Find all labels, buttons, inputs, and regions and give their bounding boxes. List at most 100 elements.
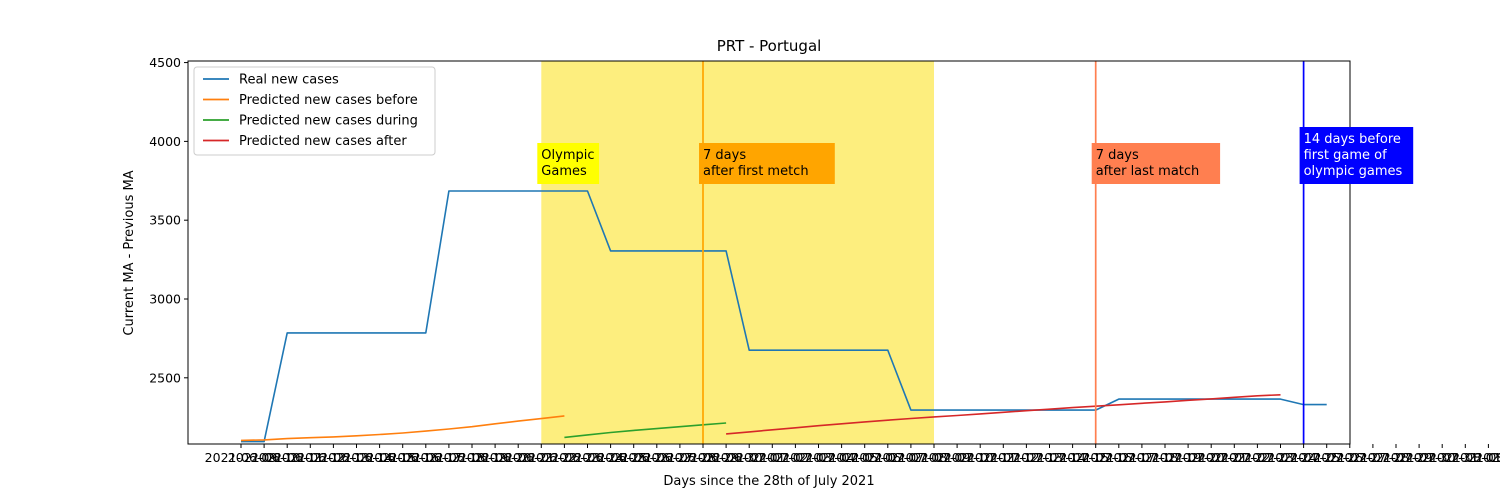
x-tick-label-19: 2021-06-28: [644, 450, 717, 465]
legend: Real new cases Predicted new cases before…: [193, 66, 436, 156]
x-axis: 2021-06-092021-06-102021-06-112021-06-12…: [205, 444, 1500, 465]
y-tick-label-4: 4500: [149, 55, 181, 70]
series-line-1: [240, 415, 565, 442]
x-tick-label-47: 2021-07-26: [1290, 450, 1363, 465]
x-tick-label-4: 2021-06-13: [297, 450, 370, 465]
event-lines: [702, 61, 1305, 444]
x-tick-label-54: 2021-08-02: [1452, 450, 1500, 465]
x-tick-label-21: 2021-06-30: [690, 450, 763, 465]
x-tick-label-56: 2021-08-04: [1498, 450, 1500, 465]
x-tick-label-53: 2021-08-01: [1429, 450, 1500, 465]
annotation-text-2-0: 7 days: [1096, 148, 1139, 163]
annotation-text-0-1: Games: [541, 164, 587, 179]
y-tick-label-2: 3500: [149, 213, 181, 228]
x-tick-label-5: 2021-06-14: [320, 450, 393, 465]
series-lines: [240, 190, 1327, 443]
y-tick-label-3: 4000: [149, 134, 181, 149]
chart-title: PRT - Portugal: [717, 37, 822, 55]
x-tick-label-31: 2021-07-10: [921, 450, 994, 465]
series-line-0: [241, 190, 1327, 443]
x-tick-label-43: 2021-07-22: [1198, 450, 1271, 465]
x-tick-label-9: 2021-06-18: [413, 450, 486, 465]
annotation-text-3-0: 14 days before: [1304, 132, 1401, 147]
x-tick-label-16: 2021-06-25: [574, 450, 647, 465]
annotation-text-2-1: after last match: [1096, 164, 1200, 179]
x-tick-label-7: 2021-06-16: [366, 450, 439, 465]
x-tick-label-13: 2021-06-22: [505, 450, 578, 465]
legend-label-3: Predicted new cases after: [239, 134, 407, 149]
x-tick-label-3: 2021-06-12: [274, 450, 347, 465]
x-tick-label-37: 2021-07-16: [1059, 450, 1132, 465]
annotation-text-3-2: olympic games: [1304, 164, 1403, 179]
x-tick-label-34: 2021-07-13: [990, 450, 1063, 465]
x-tick-label-11: 2021-06-20: [459, 450, 532, 465]
x-tick-label-20: 2021-06-29: [667, 450, 740, 465]
annotation-box-3: [1299, 127, 1414, 184]
x-tick-label-24: 2021-07-03: [759, 450, 832, 465]
x-tick-label-32: 2021-07-11: [944, 450, 1017, 465]
x-tick-label-44: 2021-07-23: [1221, 450, 1294, 465]
x-tick-label-0: 2021-06-09: [205, 450, 278, 465]
y-tick-label-1: 3000: [149, 291, 181, 306]
annotation-text-3-1: first game of: [1304, 148, 1388, 163]
x-tick-label-26: 2021-07-05: [805, 450, 878, 465]
legend-label-0: Real new cases: [239, 73, 339, 88]
x-tick-label-36: 2021-07-15: [1036, 450, 1109, 465]
x-tick-label-40: 2021-07-19: [1129, 450, 1202, 465]
x-tick-label-25: 2021-07-04: [782, 450, 855, 465]
x-tick-label-27: 2021-07-06: [828, 450, 901, 465]
y-tick-label-0: 2500: [149, 370, 181, 385]
x-tick-label-1: 2021-06-10: [228, 450, 301, 465]
x-tick-label-46: 2021-07-25: [1267, 450, 1340, 465]
series-line-3: [726, 394, 1281, 435]
annotation-box-0: [537, 143, 600, 184]
x-tick-label-42: 2021-07-21: [1175, 450, 1248, 465]
x-tick-label-8: 2021-06-17: [389, 450, 462, 465]
legend-label-1: Predicted new cases before: [239, 93, 418, 108]
x-tick-label-15: 2021-06-24: [551, 450, 624, 465]
legend-box: [193, 66, 436, 156]
x-tick-label-51: 2021-07-30: [1383, 450, 1456, 465]
olympic-period-band: [541, 61, 934, 444]
series-line-2: [564, 422, 727, 439]
x-tick-label-2: 2021-06-11: [251, 450, 324, 465]
olympic-period-shading: [541, 61, 934, 444]
x-tick-label-49: 2021-07-28: [1337, 450, 1410, 465]
x-tick-label-33: 2021-07-12: [967, 450, 1040, 465]
annotation-text-1-0: 7 days: [703, 148, 746, 163]
annotation-text-1-1: after first metch: [703, 164, 809, 179]
x-tick-label-50: 2021-07-29: [1360, 450, 1433, 465]
x-tick-label-39: 2021-07-18: [1106, 450, 1179, 465]
x-tick-label-18: 2021-06-27: [620, 450, 693, 465]
x-tick-label-30: 2021-07-09: [898, 450, 971, 465]
x-tick-label-55: 2021-08-03: [1475, 450, 1500, 465]
annotation-box-2: [1091, 143, 1221, 184]
plot-frame: [187, 60, 1351, 445]
x-axis-title: Days since the 28th of July 2021: [663, 474, 874, 489]
x-tick-label-48: 2021-07-27: [1313, 450, 1386, 465]
annotation-box-1: [699, 143, 835, 184]
x-tick-label-10: 2021-06-19: [436, 450, 509, 465]
annotation-text-0-0: Olympic: [541, 148, 594, 163]
x-tick-label-23: 2021-07-02: [736, 450, 809, 465]
x-tick-label-17: 2021-06-26: [597, 450, 670, 465]
x-tick-label-52: 2021-07-31: [1406, 450, 1479, 465]
x-tick-label-22: 2021-07-01: [713, 450, 786, 465]
y-axis: 2500 3000 3500 4000 4500: [149, 55, 188, 385]
x-tick-label-45: 2021-07-24: [1244, 450, 1317, 465]
x-tick-label-28: 2021-07-07: [851, 450, 924, 465]
x-tick-label-35: 2021-07-14: [1013, 450, 1086, 465]
x-tick-label-38: 2021-07-17: [1082, 450, 1155, 465]
x-tick-label-41: 2021-07-20: [1152, 450, 1225, 465]
x-tick-label-14: 2021-06-23: [528, 450, 601, 465]
legend-label-2: Predicted new cases during: [239, 114, 418, 129]
x-tick-label-12: 2021-06-21: [482, 450, 555, 465]
x-tick-label-6: 2021-06-15: [343, 450, 416, 465]
x-tick-label-29: 2021-07-08: [875, 450, 948, 465]
y-axis-title: Current MA - Previous MA: [122, 170, 137, 335]
